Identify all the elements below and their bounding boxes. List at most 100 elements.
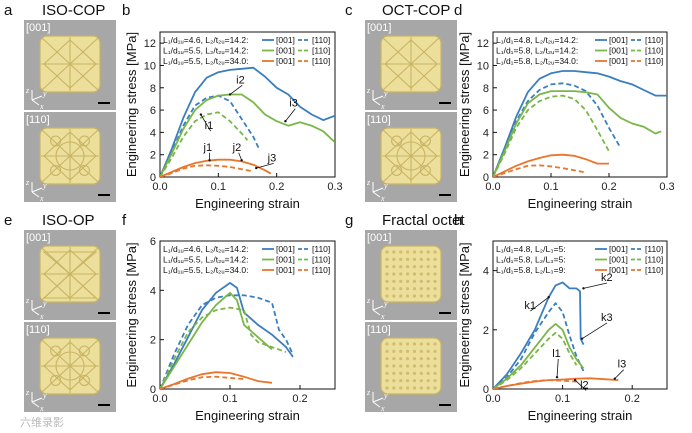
legend-solid-label: [001] — [276, 46, 295, 56]
lattice-pore — [412, 371, 417, 375]
annotation-arrowhead — [208, 159, 211, 162]
annotation-arrow — [556, 359, 559, 378]
annotation: i2 — [228, 74, 245, 96]
legend-solid-label: [001] — [276, 56, 295, 66]
lattice-pore — [412, 272, 417, 276]
axis-z-label: z — [25, 86, 30, 95]
photo-g-001: [001] z yx — [365, 230, 457, 321]
scale-bar — [98, 404, 110, 406]
series-blue-001-line — [493, 281, 585, 389]
x-tick-label: 0.2 — [292, 393, 307, 405]
y-tick-label: 2 — [150, 335, 156, 347]
series-green-001-line — [160, 93, 335, 177]
axis-z-label: z — [25, 388, 30, 397]
y-tick-label: 2 — [483, 150, 489, 162]
lattice-pore — [419, 349, 423, 353]
series-blue-110-line — [493, 302, 585, 389]
strut-diamond — [43, 131, 97, 181]
x-tick-label: 0.0 — [485, 393, 500, 405]
lattice-pore — [405, 379, 410, 383]
y-tick-label: 6 — [150, 105, 156, 117]
axis-x-label: x — [39, 102, 44, 111]
axis-x-label: x — [380, 404, 385, 413]
x-tick-label: 0.2 — [601, 181, 616, 193]
lattice-pore — [405, 364, 410, 368]
lattice-pore — [412, 294, 417, 298]
lattice-pore — [405, 386, 410, 390]
legend-entry-label: L₁/d₁=5.8, L₂/t₂ᵤ=14.2: — [496, 46, 578, 56]
chart-panel-f: f 0.0 0.1 0.2 0 2 4 6 Engineering strain Engineer… — [122, 212, 336, 423]
lattice-pore — [385, 279, 389, 283]
y-tick-label: 2 — [150, 150, 156, 162]
coordinate-axes-icon — [31, 182, 43, 198]
legend-dashed-label: [110] — [645, 35, 663, 45]
y-tick-label: 8 — [150, 83, 156, 95]
axis-z-label: z — [25, 296, 30, 305]
annotation-arrowhead — [255, 166, 258, 170]
lattice-pore — [392, 257, 396, 261]
lattice-pore — [426, 379, 430, 383]
annotation-label: i2 — [236, 74, 245, 86]
y-tick-label: 0 — [483, 172, 489, 184]
strut-tri — [42, 273, 98, 299]
lattice-pore — [392, 294, 396, 298]
photo-c-001: [001] z yx — [365, 20, 457, 111]
lattice-pore — [399, 379, 403, 383]
series-green-001-line — [493, 322, 585, 389]
axis-z-label: z — [25, 178, 30, 187]
lattice-pore — [433, 294, 437, 298]
lattice-pore — [426, 272, 430, 276]
lattice-pore — [399, 265, 403, 269]
y-tick-label: 4 — [483, 266, 489, 278]
legend-dashed-label: [110] — [312, 244, 330, 254]
axis-x-label: x — [39, 312, 44, 321]
lattice-pore — [392, 349, 396, 353]
strut-node — [78, 135, 90, 147]
x-tick-label: 0.1 — [543, 181, 558, 193]
annotation: k2 — [582, 272, 613, 290]
axis-x-label: x — [39, 194, 44, 203]
lattice-pore — [392, 342, 396, 346]
lattice-pore — [426, 349, 430, 353]
photo-title: Fractal octet — [382, 212, 465, 229]
series-blue-110-line — [160, 294, 294, 389]
series-orange-001-line — [493, 377, 619, 389]
series-green-110-line — [493, 331, 578, 389]
x-axis-title: Engineering strain — [528, 408, 633, 423]
axis-x — [31, 309, 40, 316]
lattice-struts — [382, 129, 440, 183]
lattice-pore — [385, 265, 389, 269]
y-axis-title: Engineering stress [MPa] — [457, 32, 472, 177]
legend-solid-label: [001] — [609, 255, 628, 265]
axis-y — [372, 397, 384, 403]
lattice-struts — [41, 247, 99, 301]
lattice-pore — [412, 265, 417, 269]
lattice-pore — [426, 357, 430, 361]
panel-letter: h — [454, 212, 462, 229]
legend-solid-label: [001] — [276, 265, 295, 275]
lattice-pore — [433, 279, 437, 283]
annotation-arrow — [238, 152, 243, 161]
strut-ring — [55, 141, 85, 171]
axis-y-label: y — [383, 299, 388, 308]
lattice-pore — [399, 386, 403, 390]
lattice-pore — [405, 287, 410, 291]
chart-panel-d: d 0.0 0.1 0.2 0.3 0 2 4 6 8 10 12 Engineering strain… — [454, 2, 675, 211]
axis-z-label: z — [366, 388, 371, 397]
y-tick-label: 6 — [483, 105, 489, 117]
lattice-pore — [385, 287, 389, 291]
y-tick-label: 8 — [483, 83, 489, 95]
series-orange-001-line — [160, 158, 272, 177]
lattice-pore — [399, 357, 403, 361]
strut-node — [391, 164, 403, 176]
lattice-body — [380, 337, 442, 395]
photo-panel-a: a ISO-COP[001]z yx[110]z yx — [4, 2, 116, 203]
photo-e-110: [110] z yx — [24, 322, 116, 413]
legend: L₁/d₁ᵤ=4.6, L₂/t₂ᵤ=14.2: [001] [110] L₁/d₁ᵤ… — [163, 244, 330, 275]
lattice-pore — [405, 349, 410, 353]
annotation: k1 — [524, 296, 550, 312]
lattice-pore — [412, 349, 417, 353]
axis-y — [31, 187, 43, 193]
watermark-text: 六维录影 — [20, 416, 64, 429]
lattice-pore — [433, 257, 437, 261]
